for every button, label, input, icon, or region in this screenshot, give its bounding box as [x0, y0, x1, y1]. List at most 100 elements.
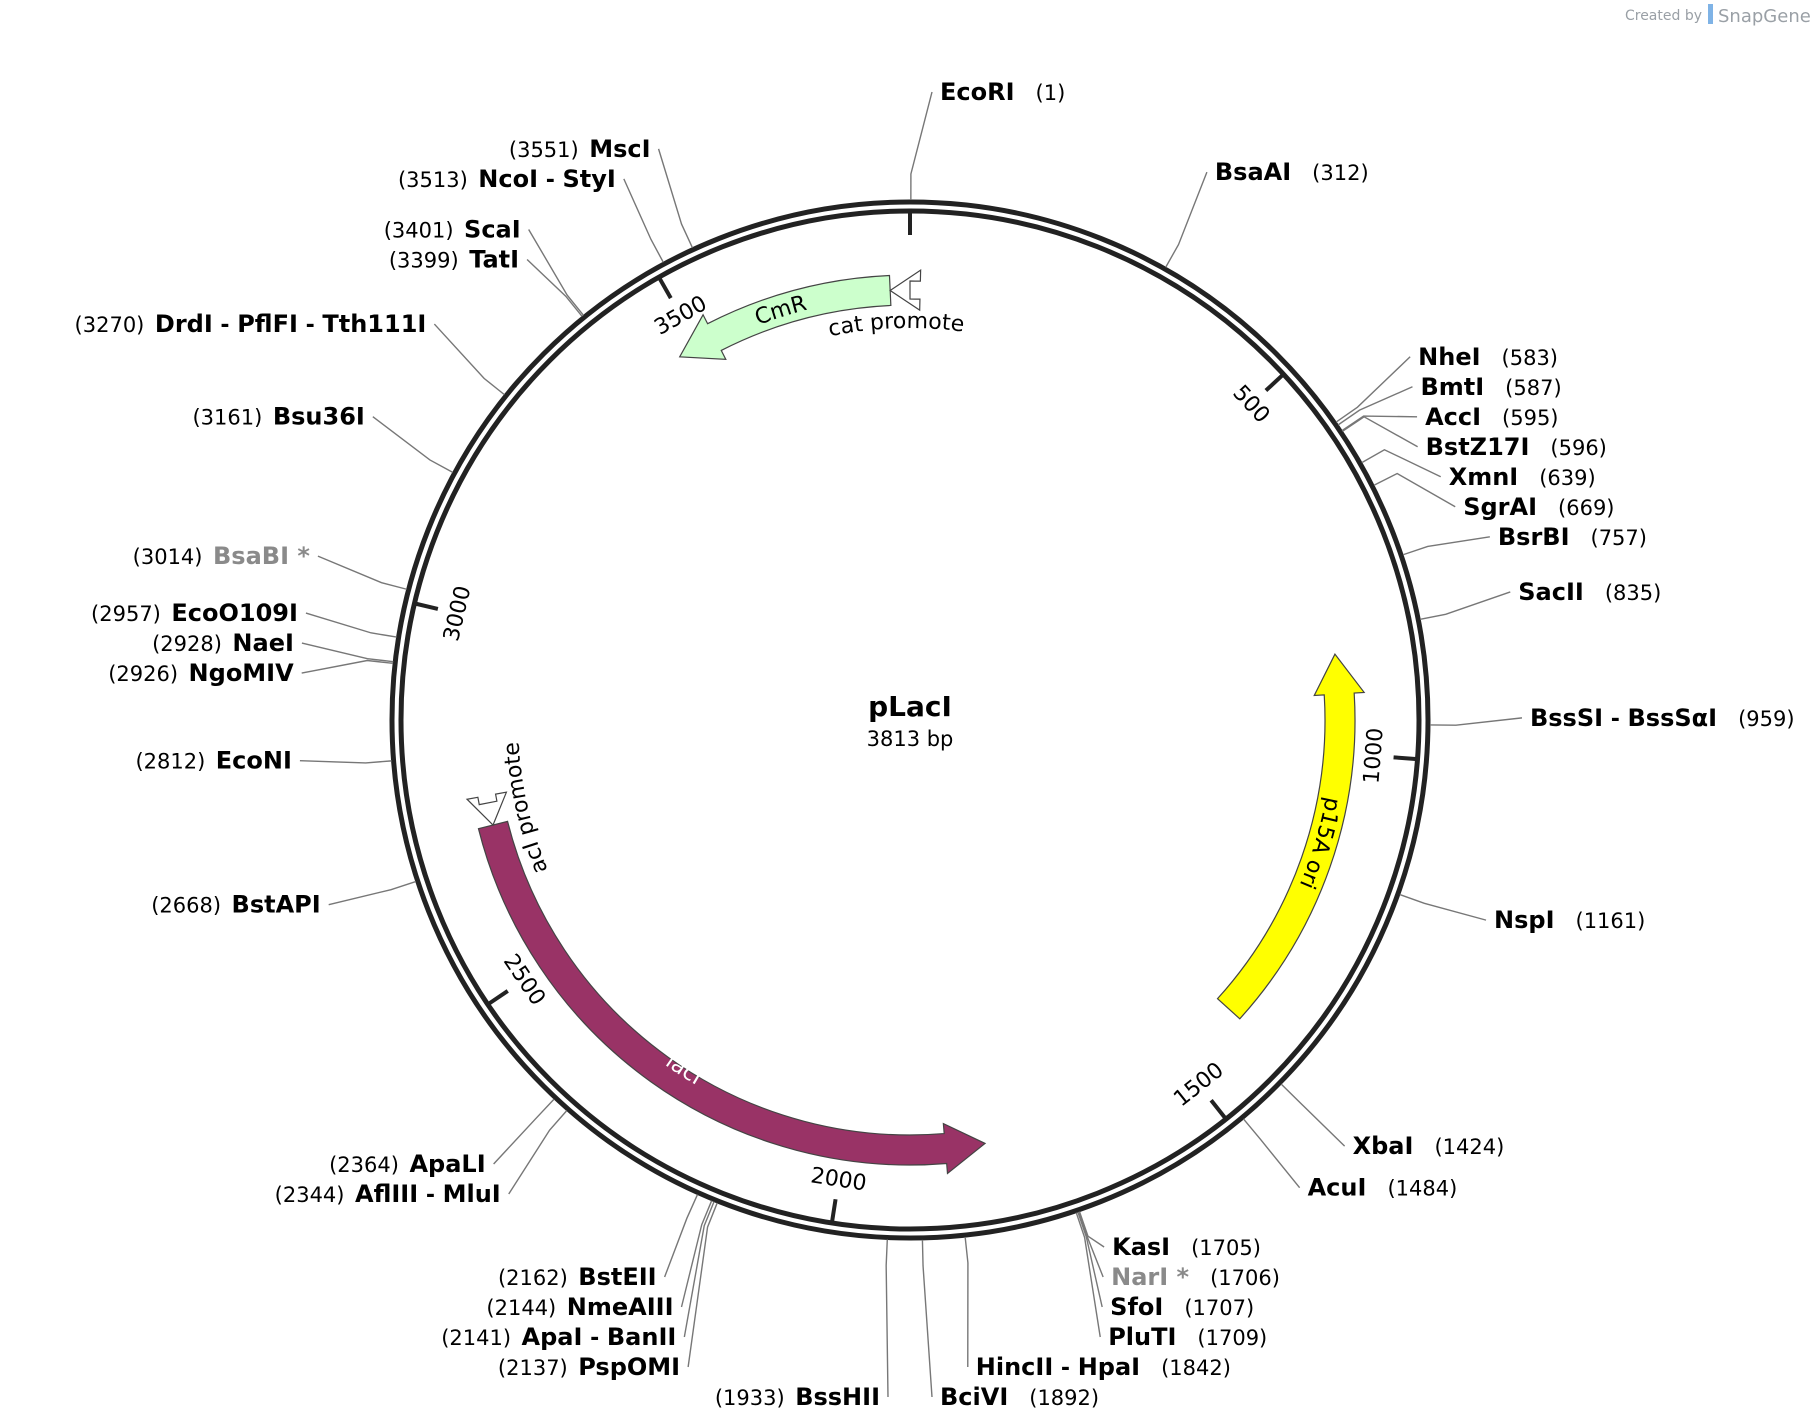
site-ncoi-styi-label: (3513) NcoI - StyI [398, 165, 616, 193]
site-separator: - [298, 313, 322, 338]
plasmid-center-label: pLacI 3813 bp [867, 690, 954, 751]
site-bsrbi-label: BsrBI (757) [1498, 523, 1647, 551]
site-acui-label: AcuI (1484) [1308, 1174, 1458, 1202]
site-apali[interactable]: (2364) ApaLI [329, 1098, 555, 1178]
site-sgrai[interactable]: SgrAI (669) [1373, 472, 1615, 521]
site-bsteii[interactable]: (2162) BstEII [498, 1194, 699, 1291]
site-sacii[interactable]: SacII (835) [1420, 578, 1661, 621]
site-ncoi-styi[interactable]: (3513) NcoI - StyI [398, 165, 664, 263]
site-position: (2141) [441, 1326, 521, 1350]
site-afliii-mlui[interactable]: (2344) AflIII - MluI [275, 1110, 568, 1208]
site-apali-leader [493, 1098, 555, 1165]
site-drdi-pflfi-tth111i[interactable]: (3270) DrdI - PflFI - Tth111I [75, 310, 505, 396]
site-separator: - [538, 168, 562, 193]
site-bmti[interactable]: BmtI (587) [1337, 373, 1562, 426]
site-bcivi[interactable]: BciVI (1892) [921, 1239, 1099, 1411]
site-kasi[interactable]: KasI (1705) [1078, 1211, 1261, 1261]
site-xbai[interactable]: XbaI (1424) [1280, 1083, 1504, 1160]
site-bsrbi[interactable]: BsrBI (757) [1402, 523, 1647, 556]
site-tati[interactable]: (3399) TatI [389, 245, 583, 317]
site-sgrai-label: SgrAI (669) [1463, 493, 1614, 521]
site-sfoi[interactable]: SfoI (1707) [1077, 1211, 1254, 1321]
site-position: (3270) [75, 313, 155, 337]
site-scai-label: (3401) ScaI [384, 215, 521, 243]
site-position: (1892) [1008, 1386, 1099, 1410]
site-nspi[interactable]: NspI (1161) [1399, 893, 1646, 935]
site-bsabi[interactable]: (3014) BsaBI * [133, 542, 407, 590]
feature-cat-promoter-arrow[interactable] [889, 268, 922, 312]
site-naei[interactable]: (2928) NaeI [152, 629, 394, 663]
site-ngomiv[interactable]: (2926) NgoMIV [108, 659, 394, 687]
site-apai-banii[interactable]: (2141) ApaI - BanII [441, 1201, 715, 1351]
site-msci[interactable]: (3551) MscI [509, 135, 694, 249]
site-bsshii[interactable]: (1933) BssHII [715, 1239, 889, 1411]
enzyme-name: ApaLI [409, 1150, 485, 1178]
site-pspomi[interactable]: (2137) PspOMI [498, 1202, 718, 1381]
site-separator: - [582, 1326, 606, 1351]
enzyme-name: MscI [589, 135, 650, 163]
site-nari[interactable]: NarI * (1706) [1078, 1211, 1280, 1291]
enzyme-name: PluTI [1108, 1323, 1176, 1351]
site-ecoo109i-leader [305, 612, 397, 638]
site-afliii-mlui-label: (2344) AflIII - MluI [275, 1180, 501, 1208]
site-position: (3401) [384, 218, 464, 242]
site-bstapi[interactable]: (2668) BstAPI [151, 880, 416, 919]
site-position: (1842) [1140, 1356, 1231, 1380]
site-scai[interactable]: (3401) ScaI [384, 215, 585, 316]
site-tati-leader [526, 258, 583, 317]
enzyme-name: BsaBI [213, 542, 289, 570]
site-nari-leader [1078, 1211, 1104, 1278]
site-position: (2162) [498, 1266, 578, 1290]
site-drdi-pflfi-tth111i-leader [433, 323, 505, 396]
site-acci[interactable]: AccI (595) [1341, 403, 1559, 432]
site-position: (3399) [389, 248, 469, 272]
site-position: (2668) [151, 894, 231, 918]
feature-laci-promoter-arrow[interactable] [465, 791, 508, 827]
site-position: (1707) [1163, 1296, 1254, 1320]
site-nmeaiii[interactable]: (2144) NmeAIII [486, 1200, 713, 1321]
site-position: (669) [1537, 496, 1614, 520]
site-ecoo109i[interactable]: (2957) EcoO109I [91, 599, 397, 638]
site-acci-label: AccI (595) [1425, 403, 1558, 431]
enzyme-name: EcoRI [940, 78, 1015, 106]
site-nspi-label: NspI (1161) [1494, 906, 1645, 934]
site-pluti[interactable]: PluTI (1709) [1075, 1212, 1267, 1351]
enzyme-name: DrdI [155, 310, 213, 338]
site-bmti-label: BmtI (587) [1420, 373, 1561, 401]
plasmid-name: pLacI [868, 690, 952, 723]
site-naei-leader [301, 642, 394, 663]
enzyme-name: BssSI [1530, 704, 1603, 732]
site-bsaai[interactable]: BsaAI (312) [1165, 158, 1369, 268]
site-nhei[interactable]: NheI (583) [1335, 343, 1558, 423]
site-sgrai-leader [1373, 472, 1456, 508]
feature-p15a-ori-arrow[interactable] [1216, 653, 1366, 1020]
site-msci-leader [657, 148, 694, 249]
site-tati-label: (3399) TatI [389, 245, 519, 273]
enzyme-name: NcoI [478, 165, 538, 193]
site-bsssi-bsss-i[interactable]: BssSI - BssSαI (959) [1429, 704, 1795, 732]
site-hincii-hpai[interactable]: HincII - HpaI (1842) [964, 1236, 1231, 1381]
site-bsaai-leader [1165, 171, 1208, 268]
site-acui[interactable]: AcuI (1484) [1242, 1118, 1458, 1202]
feature-laci-arrow[interactable] [477, 820, 987, 1175]
plasmid-size: 3813 bp [867, 727, 954, 751]
site-apai-banii-leader [683, 1201, 715, 1338]
site-ecori-leader [910, 91, 933, 201]
site-bsaai-label: BsaAI (312) [1215, 158, 1369, 186]
enzyme-name: XbaI [1353, 1132, 1414, 1160]
enzyme-name: BssHII [795, 1383, 880, 1411]
enzyme-name: AcuI [1308, 1174, 1367, 1202]
site-nhei-label: NheI (583) [1418, 343, 1558, 371]
site-bsteii-leader [663, 1194, 699, 1278]
site-bsu36i[interactable]: (3161) Bsu36I [192, 403, 454, 473]
site-econi[interactable]: (2812) EcoNI [135, 747, 392, 775]
noncanonical-star: * [1168, 1263, 1189, 1291]
feature-cmr-arrow[interactable] [678, 274, 892, 360]
site-position: (959) [1717, 707, 1794, 731]
site-acci-leader [1341, 415, 1418, 432]
site-xmni[interactable]: XmnI (639) [1361, 448, 1596, 491]
site-ecori[interactable]: EcoRI (1) [910, 78, 1065, 201]
site-bstz17i[interactable]: BstZ17I (596) [1342, 416, 1607, 461]
enzyme-name: MluI [443, 1180, 501, 1208]
site-sfoi-label: SfoI (1707) [1110, 1293, 1254, 1321]
